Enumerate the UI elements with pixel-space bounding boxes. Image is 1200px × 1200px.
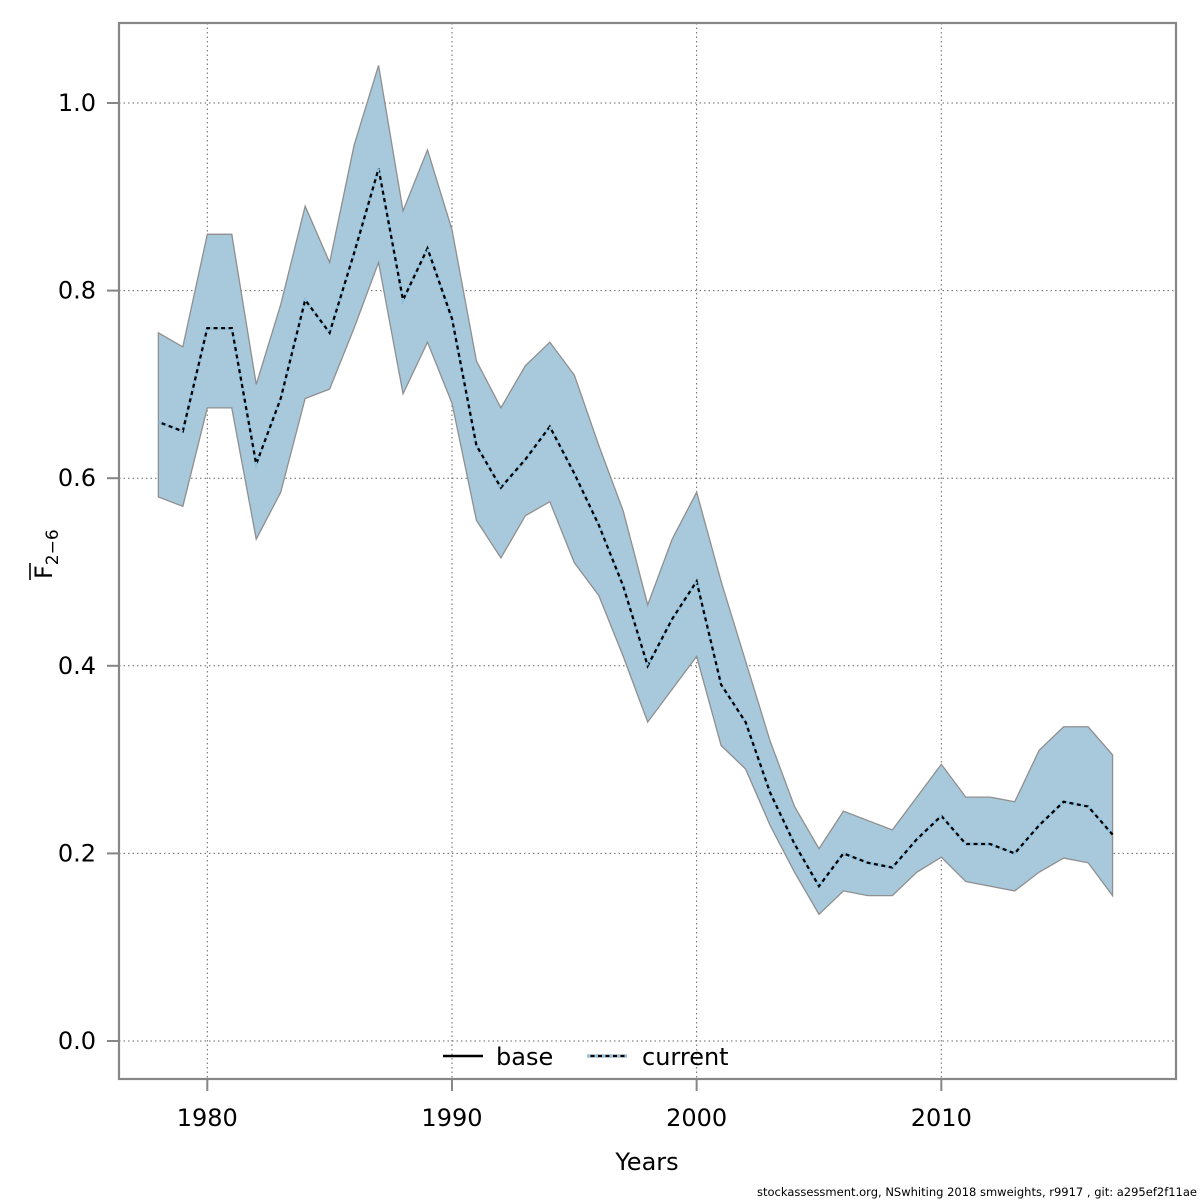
plot-frame [117,21,1178,1081]
chart-footer: stockassessment.org, NSwhiting 2018 smwe… [757,1185,1197,1199]
y-tick-label: 0.4 [58,652,96,680]
x-axis-title: Years [614,1148,678,1176]
y-tick-label: 0.2 [58,839,96,867]
base-line [157,168,1114,889]
y-tick-label: 0.6 [58,464,96,492]
y-tick-label: 1.0 [58,89,96,117]
x-tick-label: 2000 [666,1104,727,1132]
y-axis-title: F2−6 [29,529,63,580]
x-tick-labels: 1980 1990 2000 2010 [177,1104,972,1132]
y-tick-labels: 0.0 0.2 0.4 0.6 0.8 1.0 [58,89,96,1055]
legend-current-label: current [642,1043,729,1071]
confidence-band-polygon [157,65,1114,916]
legend-base-label: base [496,1043,553,1071]
y-tick-label: 0.8 [58,277,96,305]
legend: base current [443,1043,729,1071]
x-tick-label: 2010 [911,1104,972,1132]
axis-ticks [107,102,943,1091]
svg-text:F2−6: F2−6 [30,529,63,579]
x-tick-label: 1990 [421,1104,482,1132]
y-tick-label: 0.0 [58,1027,96,1055]
confidence-band [157,65,1114,916]
x-tick-label: 1980 [177,1104,238,1132]
gridlines [119,23,1176,1079]
y-axis-title-letter: F [30,565,58,579]
series-lines [157,168,1114,889]
y-axis-title-subscript: 2−6 [43,529,63,565]
